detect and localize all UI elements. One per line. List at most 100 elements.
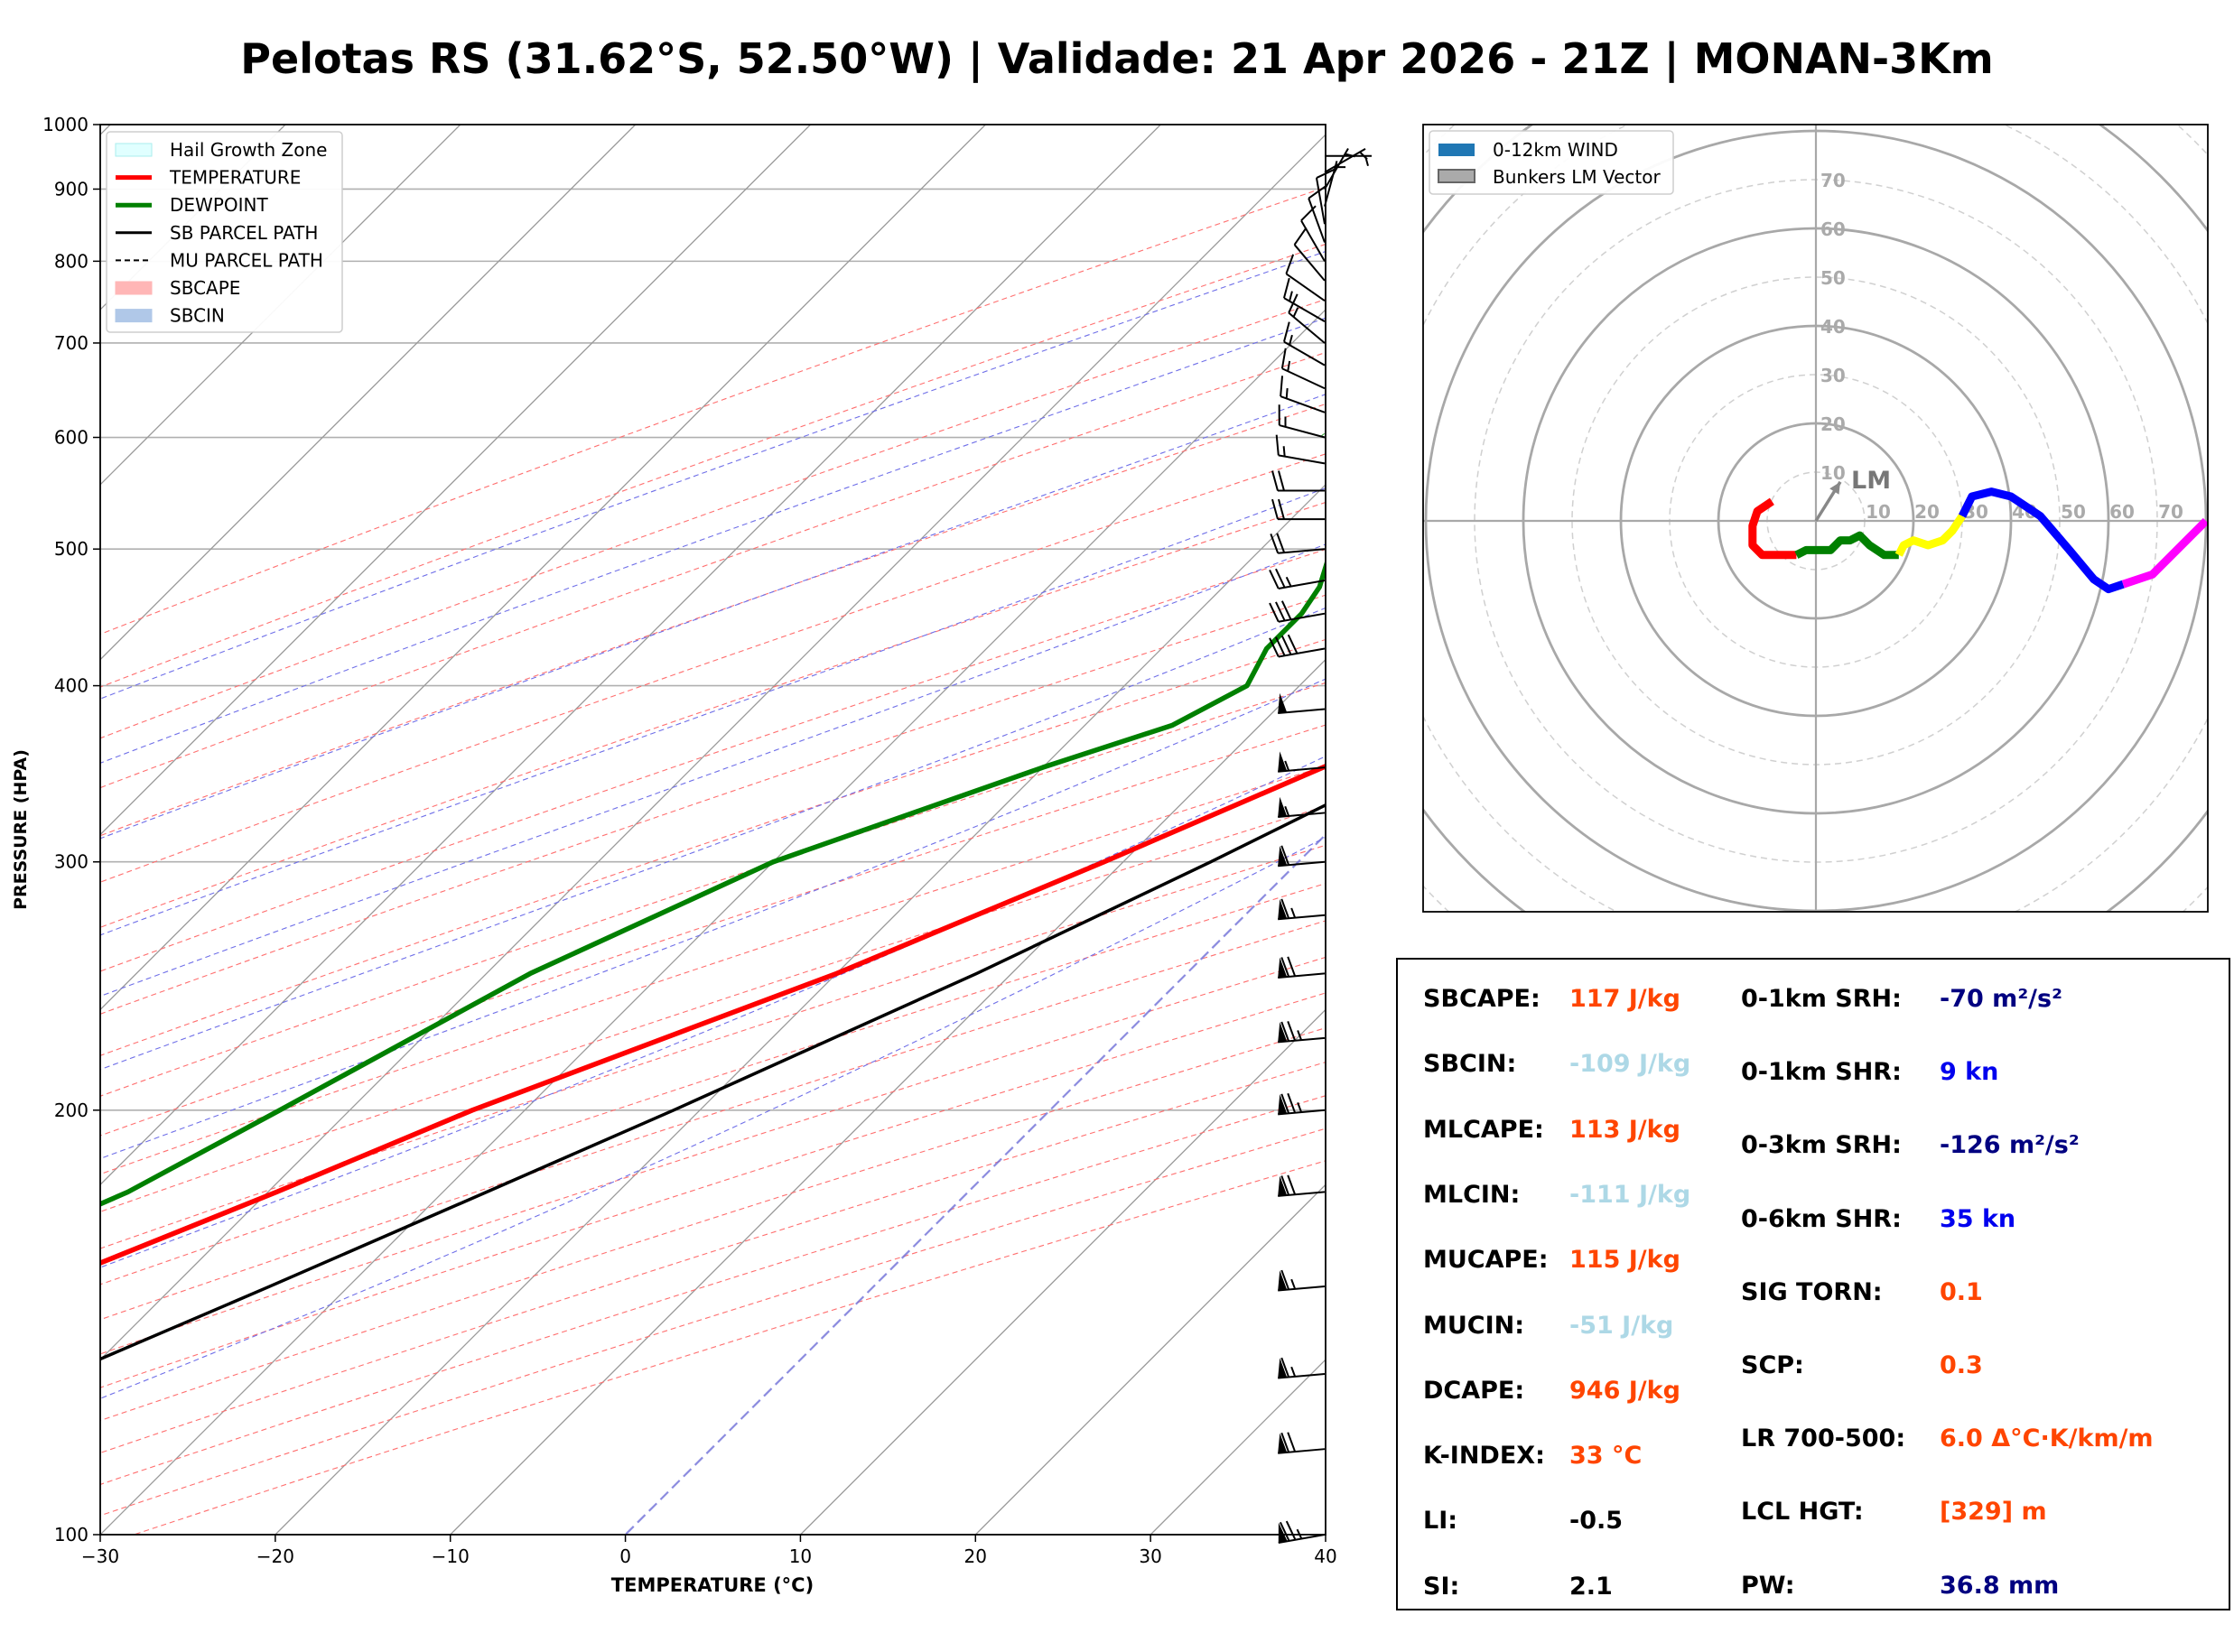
- wind-barb-flag: [1282, 321, 1290, 342]
- param-label: 0-1km SHR:: [1741, 1058, 1902, 1087]
- wind-barb-flag: [1278, 470, 1285, 491]
- param-label: K-INDEX:: [1423, 1442, 1545, 1471]
- x-tick-label: 10: [789, 1545, 812, 1567]
- isotherm-line: [275, 483, 1326, 1535]
- dry-adiabat: [100, 186, 1326, 636]
- param-value: 2.1: [1569, 1572, 1613, 1601]
- wind-barb-flag: [1280, 1093, 1290, 1114]
- wind-barb: [1278, 1092, 1326, 1116]
- wind-barb-pennant: [1278, 1358, 1288, 1378]
- wind-barb: [1293, 227, 1326, 282]
- y-tick-label: 800: [54, 250, 88, 272]
- hodograph-legend-label: Bunkers LM Vector: [1493, 166, 1662, 188]
- wind-barb: [1278, 1174, 1326, 1197]
- isotherm-line: [100, 134, 1326, 1361]
- hodograph-ring-label: 30: [1820, 365, 1846, 386]
- wind-barb: [1278, 1269, 1326, 1292]
- param-label: LI:: [1423, 1507, 1458, 1536]
- wind-barb-flag: [1275, 636, 1286, 656]
- legend-label: SBCAPE: [170, 277, 240, 299]
- wind-barb-staff: [1315, 177, 1326, 225]
- wind-barb-staff: [1278, 580, 1326, 590]
- wind-barb-flag: [1280, 845, 1290, 866]
- wind-barb-staff: [1300, 219, 1326, 262]
- isotherm-line: [100, 125, 1161, 1186]
- wind-barb: [1315, 168, 1336, 225]
- wind-barb-flag: [1285, 1520, 1297, 1541]
- legend-label: Hail Growth Zone: [170, 139, 327, 161]
- legend-label: TEMPERATURE: [169, 167, 301, 189]
- wind-barb: [1278, 1520, 1326, 1545]
- wind-barb-staff: [1288, 311, 1326, 344]
- wind-barb-staff: [1308, 198, 1326, 243]
- wind-barb-staff: [1280, 395, 1326, 413]
- wind-barb-flag: [1275, 568, 1286, 589]
- wind-barb-flag: [1308, 185, 1326, 200]
- param-label: SIG TORN:: [1741, 1277, 1883, 1306]
- wind-barb-flag: [1276, 533, 1286, 553]
- wind-barb-pennant: [1278, 751, 1288, 772]
- hodograph-segment-3-6km: [1894, 514, 1966, 557]
- lm-label: LM: [1851, 467, 1891, 495]
- wind-barb: [1278, 692, 1326, 715]
- wind-barb-flag: [1280, 376, 1284, 397]
- x-tick-label: −20: [256, 1545, 294, 1567]
- param-value: [329] m: [1940, 1498, 2047, 1527]
- wind-barb-pennant: [1278, 899, 1288, 920]
- hodograph-axis-label: 70: [2158, 501, 2183, 523]
- hodograph-segment-9-12km: [2121, 517, 2208, 589]
- wind-barb: [1280, 376, 1326, 413]
- param-value: 113 J/kg: [1569, 1115, 1680, 1144]
- wind-barb-flag: [1270, 534, 1280, 554]
- wind-barb-flag: [1269, 637, 1280, 657]
- isotherm-line: [100, 125, 812, 836]
- dry-adiabat: [100, 403, 1326, 837]
- wind-barb-pennant: [1278, 692, 1288, 714]
- dry-adiabat: [100, 298, 1326, 739]
- legend-label: MU PARCEL PATH: [170, 249, 323, 271]
- hodograph-segment-6-9km: [1958, 487, 2125, 594]
- isotherm-line: [100, 309, 1326, 1535]
- wind-barb: [1285, 254, 1326, 302]
- param-value: 35 kn: [1940, 1204, 2016, 1233]
- hodograph-ring: [1231, 0, 2234, 1106]
- param-value: -70 m²/s²: [1940, 985, 2062, 1013]
- hodograph-axis-label: 10: [1866, 501, 1891, 523]
- wind-barb-flag: [1280, 898, 1290, 919]
- param-label: LCL HGT:: [1741, 1498, 1864, 1527]
- y-tick-label: 400: [54, 675, 88, 697]
- legend-entry-swatch: [115, 309, 153, 323]
- moist-adiabat: [100, 250, 1326, 700]
- wind-barb-flag: [1271, 470, 1279, 491]
- param-value: -126 m²/s²: [1940, 1131, 2080, 1160]
- param-label: 0-1km SRH:: [1741, 985, 1902, 1013]
- wind-barb-pennant: [1278, 1270, 1288, 1291]
- x-tick-label: −10: [432, 1545, 470, 1567]
- isotherm-line: [450, 658, 1326, 1535]
- wind-barb-flag: [1278, 498, 1285, 520]
- param-value: 115 J/kg: [1569, 1246, 1680, 1275]
- hodograph-ring-label: 10: [1820, 462, 1846, 484]
- chart-title: Pelotas RS (31.62°S, 52.50°W) | Validade…: [240, 34, 1994, 83]
- param-value: -0.5: [1569, 1507, 1624, 1536]
- y-tick-label: 900: [54, 178, 88, 200]
- wind-barb-pennant: [1278, 1175, 1288, 1196]
- sb-parcel-line: [100, 803, 1326, 1361]
- param-label: SI:: [1423, 1572, 1460, 1601]
- wind-barb-staff: [1293, 244, 1326, 282]
- hodograph-legend-box: [1429, 130, 1674, 195]
- wind-barb-flag: [1280, 1021, 1290, 1042]
- hodograph-ring-label: 20: [1820, 413, 1846, 435]
- param-label: SCP:: [1741, 1351, 1804, 1379]
- wind-barb: [1275, 434, 1326, 465]
- wind-barb-pennant: [1278, 957, 1288, 978]
- zero-isotherm: [624, 833, 1326, 1535]
- wind-barb-flag: [1280, 1357, 1290, 1378]
- wind-barb-half-flag: [1297, 1030, 1303, 1041]
- wind-barb-staff: [1278, 1285, 1326, 1292]
- wind-barb: [1271, 498, 1325, 521]
- wind-barb-half-flag: [1290, 907, 1297, 918]
- wind-barb: [1280, 348, 1326, 390]
- wind-barb-flag: [1280, 1175, 1290, 1196]
- wind-barb-pennant: [1278, 1433, 1288, 1453]
